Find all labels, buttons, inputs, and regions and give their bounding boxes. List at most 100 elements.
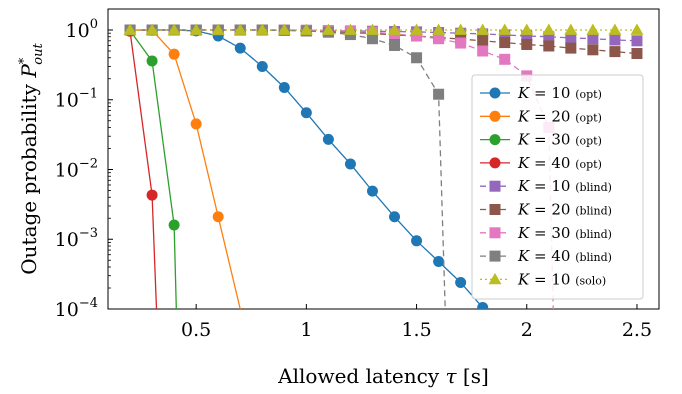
legend-marker <box>489 134 501 146</box>
data-point <box>212 211 224 223</box>
series-7 <box>124 24 446 309</box>
data-point <box>321 23 335 35</box>
plot-frame <box>107 8 660 310</box>
legend-item: K = 10 (solo) <box>480 270 606 288</box>
data-point <box>389 39 401 51</box>
series-line <box>129 31 158 309</box>
data-point <box>565 42 577 54</box>
data-point <box>631 48 643 60</box>
legend-label: K = 10 (solo) <box>517 270 606 288</box>
data-point <box>477 35 489 47</box>
data-point <box>433 33 445 45</box>
data-point <box>609 46 621 58</box>
legend-marker <box>489 157 501 169</box>
legend-label: K = 40 (opt) <box>517 154 602 172</box>
series-4 <box>124 24 643 47</box>
data-point <box>233 23 247 35</box>
data-point <box>543 31 555 43</box>
series-line <box>130 29 484 308</box>
legend-item: K = 20 (blind) <box>480 201 612 219</box>
data-point <box>477 45 489 57</box>
data-point <box>499 53 511 65</box>
data-point <box>455 276 467 288</box>
legend-marker <box>489 110 501 122</box>
series-line <box>129 30 177 309</box>
data-point <box>543 40 555 52</box>
legend-label: K = 30 (blind) <box>517 224 612 242</box>
legend-marker <box>489 227 501 239</box>
data-point <box>631 35 643 47</box>
legend-item: K = 20 (opt) <box>480 107 602 125</box>
data-point <box>168 48 180 60</box>
data-point <box>343 23 357 35</box>
data-point <box>278 81 290 93</box>
data-point <box>146 189 158 201</box>
legend-marker <box>489 204 501 215</box>
legend-label: K = 10 (opt) <box>517 84 602 102</box>
x-tick-label: 1.5 <box>401 319 431 341</box>
data-point <box>608 23 622 35</box>
data-point <box>477 302 489 309</box>
data-point <box>565 32 577 44</box>
legend-marker <box>488 272 502 285</box>
data-point <box>167 23 181 35</box>
data-point <box>234 42 246 54</box>
legend-marker <box>489 180 501 192</box>
legend-item: K = 40 (blind) <box>480 247 612 265</box>
data-point <box>411 52 423 64</box>
data-point <box>433 255 445 267</box>
data-point <box>255 23 269 35</box>
data-point <box>411 30 423 42</box>
data-point <box>365 23 379 35</box>
x-axis-label: Allowed latency τ [s] <box>277 364 489 388</box>
data-point <box>344 158 356 170</box>
series-line <box>130 29 446 309</box>
data-point <box>586 23 600 35</box>
legend-item: K = 40 (opt) <box>480 154 602 172</box>
legend-box <box>471 74 644 300</box>
data-point <box>520 23 534 35</box>
data-point <box>499 29 511 41</box>
legend-label: K = 10 (blind) <box>517 177 612 195</box>
data-point <box>587 44 599 56</box>
legend-item: K = 10 (opt) <box>480 84 602 102</box>
x-tick-label: 2.5 <box>622 319 652 341</box>
data-point <box>389 211 401 223</box>
data-point <box>211 23 225 35</box>
data-point <box>299 23 313 35</box>
plot-area <box>123 23 644 309</box>
data-point <box>322 133 334 145</box>
data-point <box>410 23 424 35</box>
data-point <box>366 33 378 45</box>
data-point <box>521 38 533 50</box>
legend-label: K = 20 (opt) <box>517 107 602 125</box>
legend-marker <box>489 250 501 262</box>
data-point <box>499 37 511 49</box>
data-point <box>168 219 180 231</box>
data-point <box>189 23 203 35</box>
data-point <box>564 23 578 35</box>
data-point <box>146 55 158 67</box>
data-point <box>498 23 512 35</box>
data-point <box>455 37 467 49</box>
series-line <box>130 29 637 42</box>
x-tick-label: 2 <box>521 319 533 341</box>
data-point <box>542 23 556 35</box>
legend-item: K = 30 (opt) <box>480 131 602 149</box>
data-point <box>366 185 378 197</box>
legend-item: K = 30 (blind) <box>480 224 612 242</box>
data-point <box>411 235 423 247</box>
y-tick-label: 100 <box>66 17 98 42</box>
data-point <box>300 107 312 119</box>
data-point <box>521 30 533 42</box>
series-1 <box>124 24 241 309</box>
data-point <box>432 23 446 35</box>
y-tick-label: 10−1 <box>55 87 98 112</box>
y-axis-label: Outage probability P*out <box>17 43 46 275</box>
data-point <box>256 60 268 72</box>
legend-label: K = 40 (blind) <box>517 247 612 265</box>
x-tick-label: 0.5 <box>181 319 211 341</box>
data-point <box>454 23 468 35</box>
series-8 <box>123 23 644 35</box>
